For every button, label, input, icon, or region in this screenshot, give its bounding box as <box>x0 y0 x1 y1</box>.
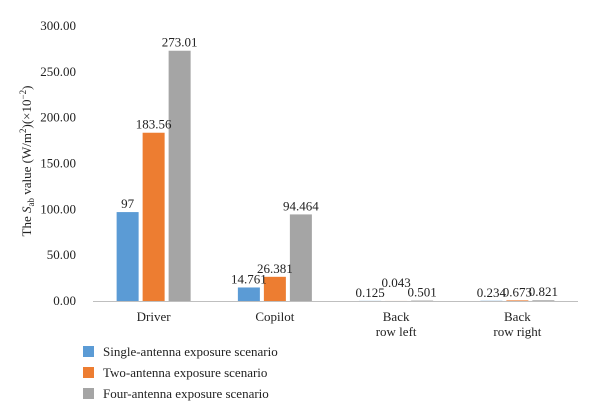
y-tick-label: 200.00 <box>40 110 76 125</box>
legend: Single-antenna exposure scenario Two-ante… <box>83 341 278 404</box>
legend-label: Four-antenna exposure scenario <box>103 385 269 401</box>
bar <box>237 287 260 301</box>
data-label: 0.821 <box>529 284 558 299</box>
legend-label: Two-antenna exposure scenario <box>103 364 268 380</box>
legend-label: Single-antenna exposure scenario <box>103 343 278 359</box>
legend-item: Single-antenna exposure scenario <box>83 341 278 362</box>
bar <box>289 214 312 301</box>
x-tick-label: row left <box>376 324 417 339</box>
data-label: 94.464 <box>283 198 319 213</box>
x-tick-label: Back <box>504 309 531 324</box>
data-label: 26.381 <box>257 261 293 276</box>
y-tick-label: 0.00 <box>53 293 76 308</box>
bar <box>142 132 165 301</box>
bar <box>263 276 286 301</box>
legend-swatch <box>83 346 94 357</box>
data-label: 97 <box>121 196 135 211</box>
data-label: 14.761 <box>231 271 267 286</box>
bar <box>116 212 139 301</box>
data-label: 0.125 <box>356 285 385 300</box>
data-label: 0.234 <box>477 285 507 300</box>
bar <box>168 50 191 302</box>
bar <box>411 300 434 302</box>
bar <box>506 300 529 301</box>
y-tick-label: 300.00 <box>40 18 76 33</box>
legend-item: Four-antenna exposure scenario <box>83 383 278 404</box>
x-tick-label: row right <box>493 324 541 339</box>
x-tick-label: Back <box>383 309 410 324</box>
y-tick-label: 50.00 <box>47 247 76 262</box>
data-label: 0.673 <box>503 284 532 299</box>
data-label: 273.01 <box>162 35 198 50</box>
legend-item: Two-antenna exposure scenario <box>83 362 278 383</box>
x-tick-label: Copilot <box>255 309 294 324</box>
y-axis-label: The Sab value (W/m2)(×10−2) <box>18 86 36 237</box>
legend-swatch <box>83 367 94 378</box>
data-label: 183.56 <box>136 117 172 132</box>
y-tick-label: 150.00 <box>40 156 76 171</box>
data-label: 0.043 <box>382 275 411 290</box>
y-tick-label: 100.00 <box>40 201 76 216</box>
data-label: 0.501 <box>408 285 437 300</box>
legend-swatch <box>83 388 94 399</box>
bars <box>116 50 555 302</box>
y-axis: 0.00 50.00 100.00 150.00 200.00 250.00 300.00 <box>40 18 76 308</box>
bar <box>532 300 555 301</box>
x-tick-label: Driver <box>137 309 172 324</box>
y-tick-label: 250.00 <box>40 64 76 79</box>
